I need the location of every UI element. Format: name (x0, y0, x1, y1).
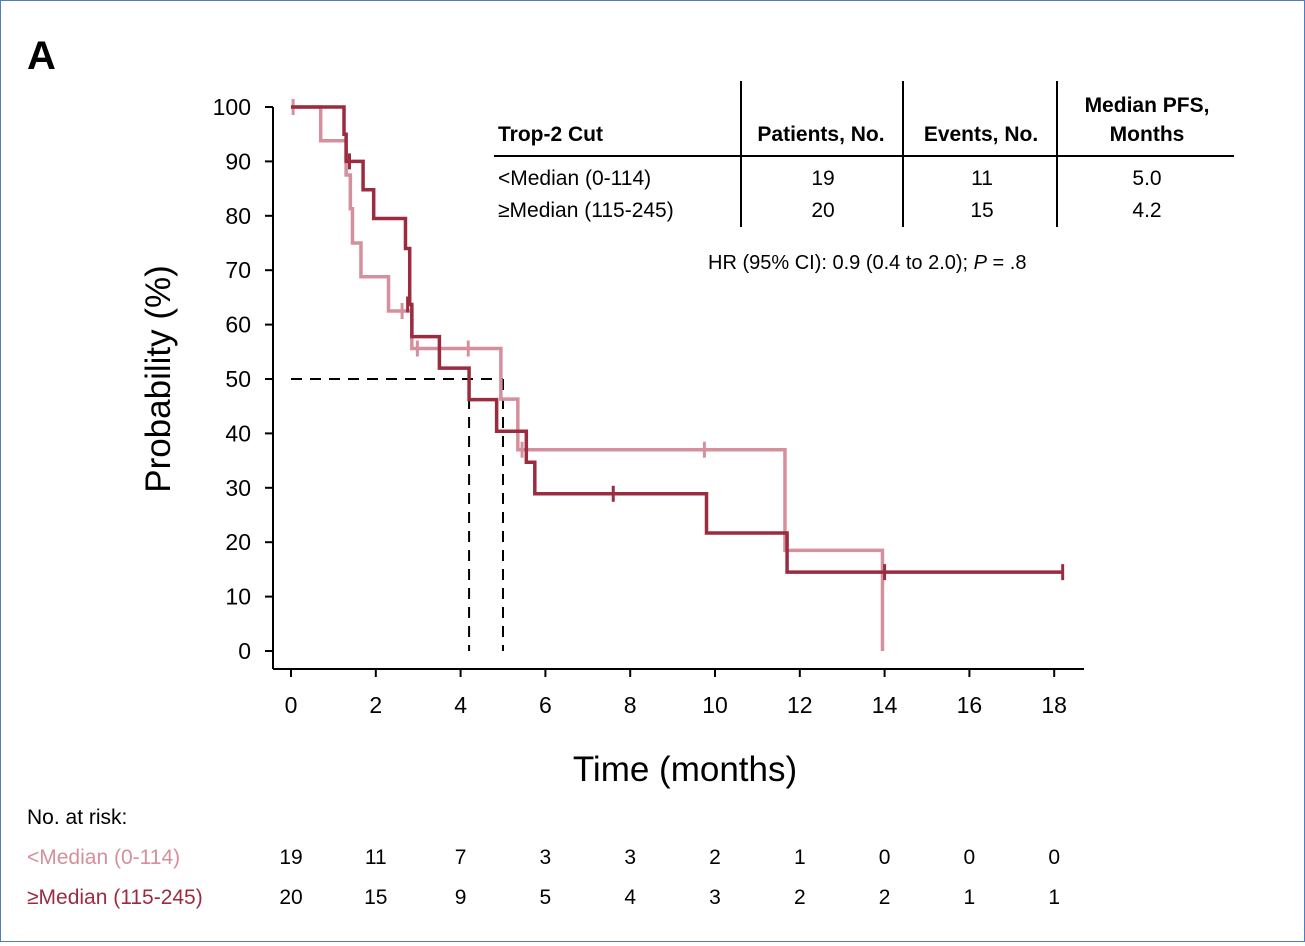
table-row-1-patients: 19 (811, 167, 834, 190)
x-ticks: 0 2 4 6 8 10 12 14 16 18 (285, 669, 1067, 718)
risk-value: 0 (1048, 846, 1060, 869)
risk-value: 9 (455, 886, 467, 909)
hr-text-after: = .8 (987, 252, 1026, 274)
y-tick-label: 0 (238, 638, 251, 664)
x-tick-label: 2 (369, 692, 382, 718)
x-tick-label: 10 (702, 692, 728, 718)
y-tick-label: 30 (225, 475, 251, 501)
risk-value: 1 (964, 886, 976, 909)
y-tick-label: 40 (225, 420, 251, 446)
x-tick-label: 6 (539, 692, 552, 718)
table-header-months: Months (1110, 123, 1185, 146)
risk-value: 3 (624, 846, 636, 869)
table-header-median-pfs: Median PFS, (1085, 94, 1210, 117)
risk-value: 19 (279, 846, 302, 869)
risk-value: 0 (964, 846, 976, 869)
table-row-2-patients: 20 (811, 199, 834, 222)
risk-row-1-label: <Median (0-114) (27, 846, 180, 869)
risk-value: 2 (709, 846, 721, 869)
risk-value: 15 (364, 886, 387, 909)
risk-value: 1 (1048, 886, 1060, 909)
risk-row-2-label: ≥Median (115-245) (27, 886, 203, 909)
x-tick-label: 12 (787, 692, 813, 718)
risk-value: 4 (624, 886, 636, 909)
y-tick-label: 10 (225, 584, 251, 610)
y-tick-label: 100 (213, 94, 251, 120)
hr-p-label: P (974, 252, 988, 274)
y-tick-label: 90 (225, 148, 251, 174)
y-tick-label: 50 (225, 366, 251, 392)
table-row-2-median: 4.2 (1132, 199, 1161, 222)
km-curves (291, 99, 1065, 651)
table-row-1-label: <Median (0-114) (498, 167, 651, 190)
risk-value: 5 (540, 886, 552, 909)
y-tick-label: 70 (225, 257, 251, 283)
x-tick-label: 16 (957, 692, 983, 718)
km-curve-low (291, 105, 885, 651)
y-axis-title: Probability (%) (139, 265, 178, 493)
hazard-ratio-annotation: HR (95% CI): 0.9 (0.4 to 2.0); P = .8 (708, 252, 1026, 274)
risk-value: 2 (879, 886, 891, 909)
x-tick-label: 14 (872, 692, 898, 718)
x-tick-label: 18 (1041, 692, 1067, 718)
y-ticks: 0 10 20 30 40 50 60 70 80 90 100 (213, 94, 273, 664)
median-reference-lines (291, 378, 504, 651)
summary-table: Trop-2 Cut Patients, No. Events, No. Med… (494, 81, 1234, 227)
km-curve-high (291, 105, 1063, 574)
x-axis-title: Time (months) (573, 750, 797, 789)
risk-value: 0 (879, 846, 891, 869)
table-row-2-label: ≥Median (115-245) (498, 199, 674, 222)
table-header-cut: Trop-2 Cut (498, 123, 603, 146)
risk-value: 3 (540, 846, 552, 869)
risk-value: 1 (794, 846, 806, 869)
table-row-2-events: 15 (970, 199, 993, 222)
risk-value: 2 (794, 886, 806, 909)
y-tick-label: 20 (225, 529, 251, 555)
y-tick-label: 60 (225, 312, 251, 338)
risk-values: 19 11 7 3 3 2 1 0 0 020 15 9 5 4 3 2 2 1 1 (279, 846, 1060, 909)
table-row-1-events: 11 (971, 167, 993, 190)
y-tick-label: 80 (225, 203, 251, 229)
risk-value: 7 (455, 846, 467, 869)
table-row-1-median: 5.0 (1132, 167, 1161, 190)
table-header-events: Events, No. (924, 123, 1038, 146)
hr-text-before: HR (95% CI): 0.9 (0.4 to 2.0); (708, 252, 974, 274)
x-tick-label: 4 (454, 692, 467, 718)
x-tick-label: 0 (285, 692, 298, 718)
risk-value: 3 (709, 886, 721, 909)
risk-value: 20 (279, 886, 302, 909)
table-header-patients: Patients, No. (757, 123, 884, 146)
panel-label: A (27, 34, 56, 78)
risk-table-title: No. at risk: (27, 806, 127, 829)
risk-value: 11 (365, 846, 387, 869)
x-tick-label: 8 (624, 692, 637, 718)
